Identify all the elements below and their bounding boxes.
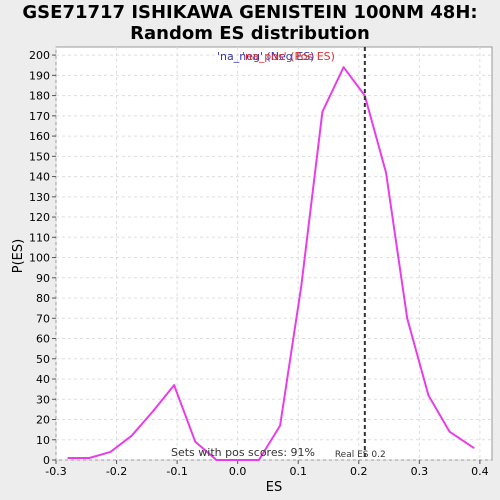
title-line-1: GSE71717 ISHIKAWA GENISTEIN 100NM 48H: <box>22 2 478 23</box>
data-point <box>473 447 475 449</box>
y-tick-label: 30 <box>36 393 50 406</box>
real-es-label: Real ES 0.2 <box>335 450 386 460</box>
overlay-layer: Real ES 0.2 Sets with pos scores: 91% 'na_… <box>171 47 386 460</box>
y-tick-label: 10 <box>36 434 50 447</box>
data-point <box>88 457 91 459</box>
series-layer <box>67 66 475 461</box>
y-axis-label: P(ES) <box>11 239 26 273</box>
data-point <box>109 451 112 453</box>
data-point <box>130 434 133 437</box>
y-tick-label: 40 <box>36 373 50 386</box>
y-tick-label: 180 <box>29 90 50 103</box>
x-tick-label: 0.0 <box>229 465 247 478</box>
data-point <box>279 424 281 427</box>
y-tick-label: 190 <box>29 69 50 82</box>
y-tick-label: 140 <box>29 171 50 184</box>
y-tick-label: 160 <box>29 130 50 143</box>
y-tick-label: 150 <box>29 150 50 163</box>
data-point <box>173 384 175 386</box>
y-tick-label: 20 <box>36 414 50 427</box>
y-tick-label: 130 <box>29 191 50 204</box>
x-tick-label: -0.2 <box>106 465 127 478</box>
data-point <box>406 317 409 320</box>
title-line-2: Random ES distribution <box>130 23 370 44</box>
data-point <box>300 285 303 287</box>
data-point <box>215 459 218 461</box>
y-tick-label: 60 <box>36 333 50 346</box>
data-point <box>67 457 69 459</box>
sets-annotation: Sets with pos scores: 91% <box>171 446 315 459</box>
data-point <box>385 171 387 174</box>
y-tick-label: 50 <box>36 353 50 366</box>
y-tick-label: 170 <box>29 110 50 123</box>
es-distribution-line <box>68 66 475 461</box>
chart-title: GSE71717 ISHIKAWA GENISTEIN 100NM 48H: R… <box>0 2 500 44</box>
y-tick-label: 110 <box>29 231 50 244</box>
y-tick-label: 90 <box>36 272 50 285</box>
x-tick-label: 0.1 <box>289 465 307 478</box>
x-tick-label: -0.3 <box>45 465 66 478</box>
plot-area <box>55 46 493 461</box>
x-axis-label: ES <box>266 480 282 495</box>
y-axis: 0 10 20 30 40 50 60 70 80 90 100 110 120 130 140 150 160… <box>29 49 56 467</box>
legend-entry-pos: 'na_pos' (Pos ES) <box>242 50 335 63</box>
y-tick-label: 70 <box>36 312 50 325</box>
data-point <box>236 459 239 461</box>
x-tick-label: -0.1 <box>166 465 187 478</box>
legend-entry-neg: 'na_neg' (Neg ES) <box>217 50 314 63</box>
data-point <box>448 430 451 433</box>
data-point <box>342 66 345 69</box>
y-tick-label: 0 <box>43 454 50 467</box>
x-axis: -0.3 -0.2 -0.1 0.0 0.1 0.2 0.3 0.4 <box>45 460 489 478</box>
data-point <box>321 110 324 113</box>
data-point <box>152 410 154 413</box>
y-tick-label: 100 <box>29 252 50 265</box>
y-tick-label: 80 <box>36 292 50 305</box>
x-tick-label: 0.4 <box>471 465 489 478</box>
x-tick-label: 0.2 <box>350 465 368 478</box>
y-tick-label: 200 <box>29 49 50 62</box>
data-point <box>258 459 260 461</box>
data-point <box>364 94 366 97</box>
x-tick-label: 0.3 <box>411 465 429 478</box>
data-point <box>427 394 430 397</box>
data-point <box>194 440 197 443</box>
y-tick-label: 120 <box>29 211 50 224</box>
